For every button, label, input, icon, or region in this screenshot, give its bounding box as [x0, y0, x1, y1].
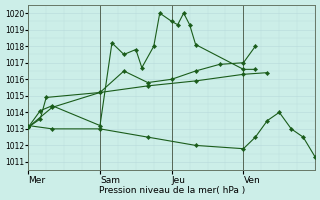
- X-axis label: Pression niveau de la mer( hPa ): Pression niveau de la mer( hPa ): [99, 186, 245, 195]
